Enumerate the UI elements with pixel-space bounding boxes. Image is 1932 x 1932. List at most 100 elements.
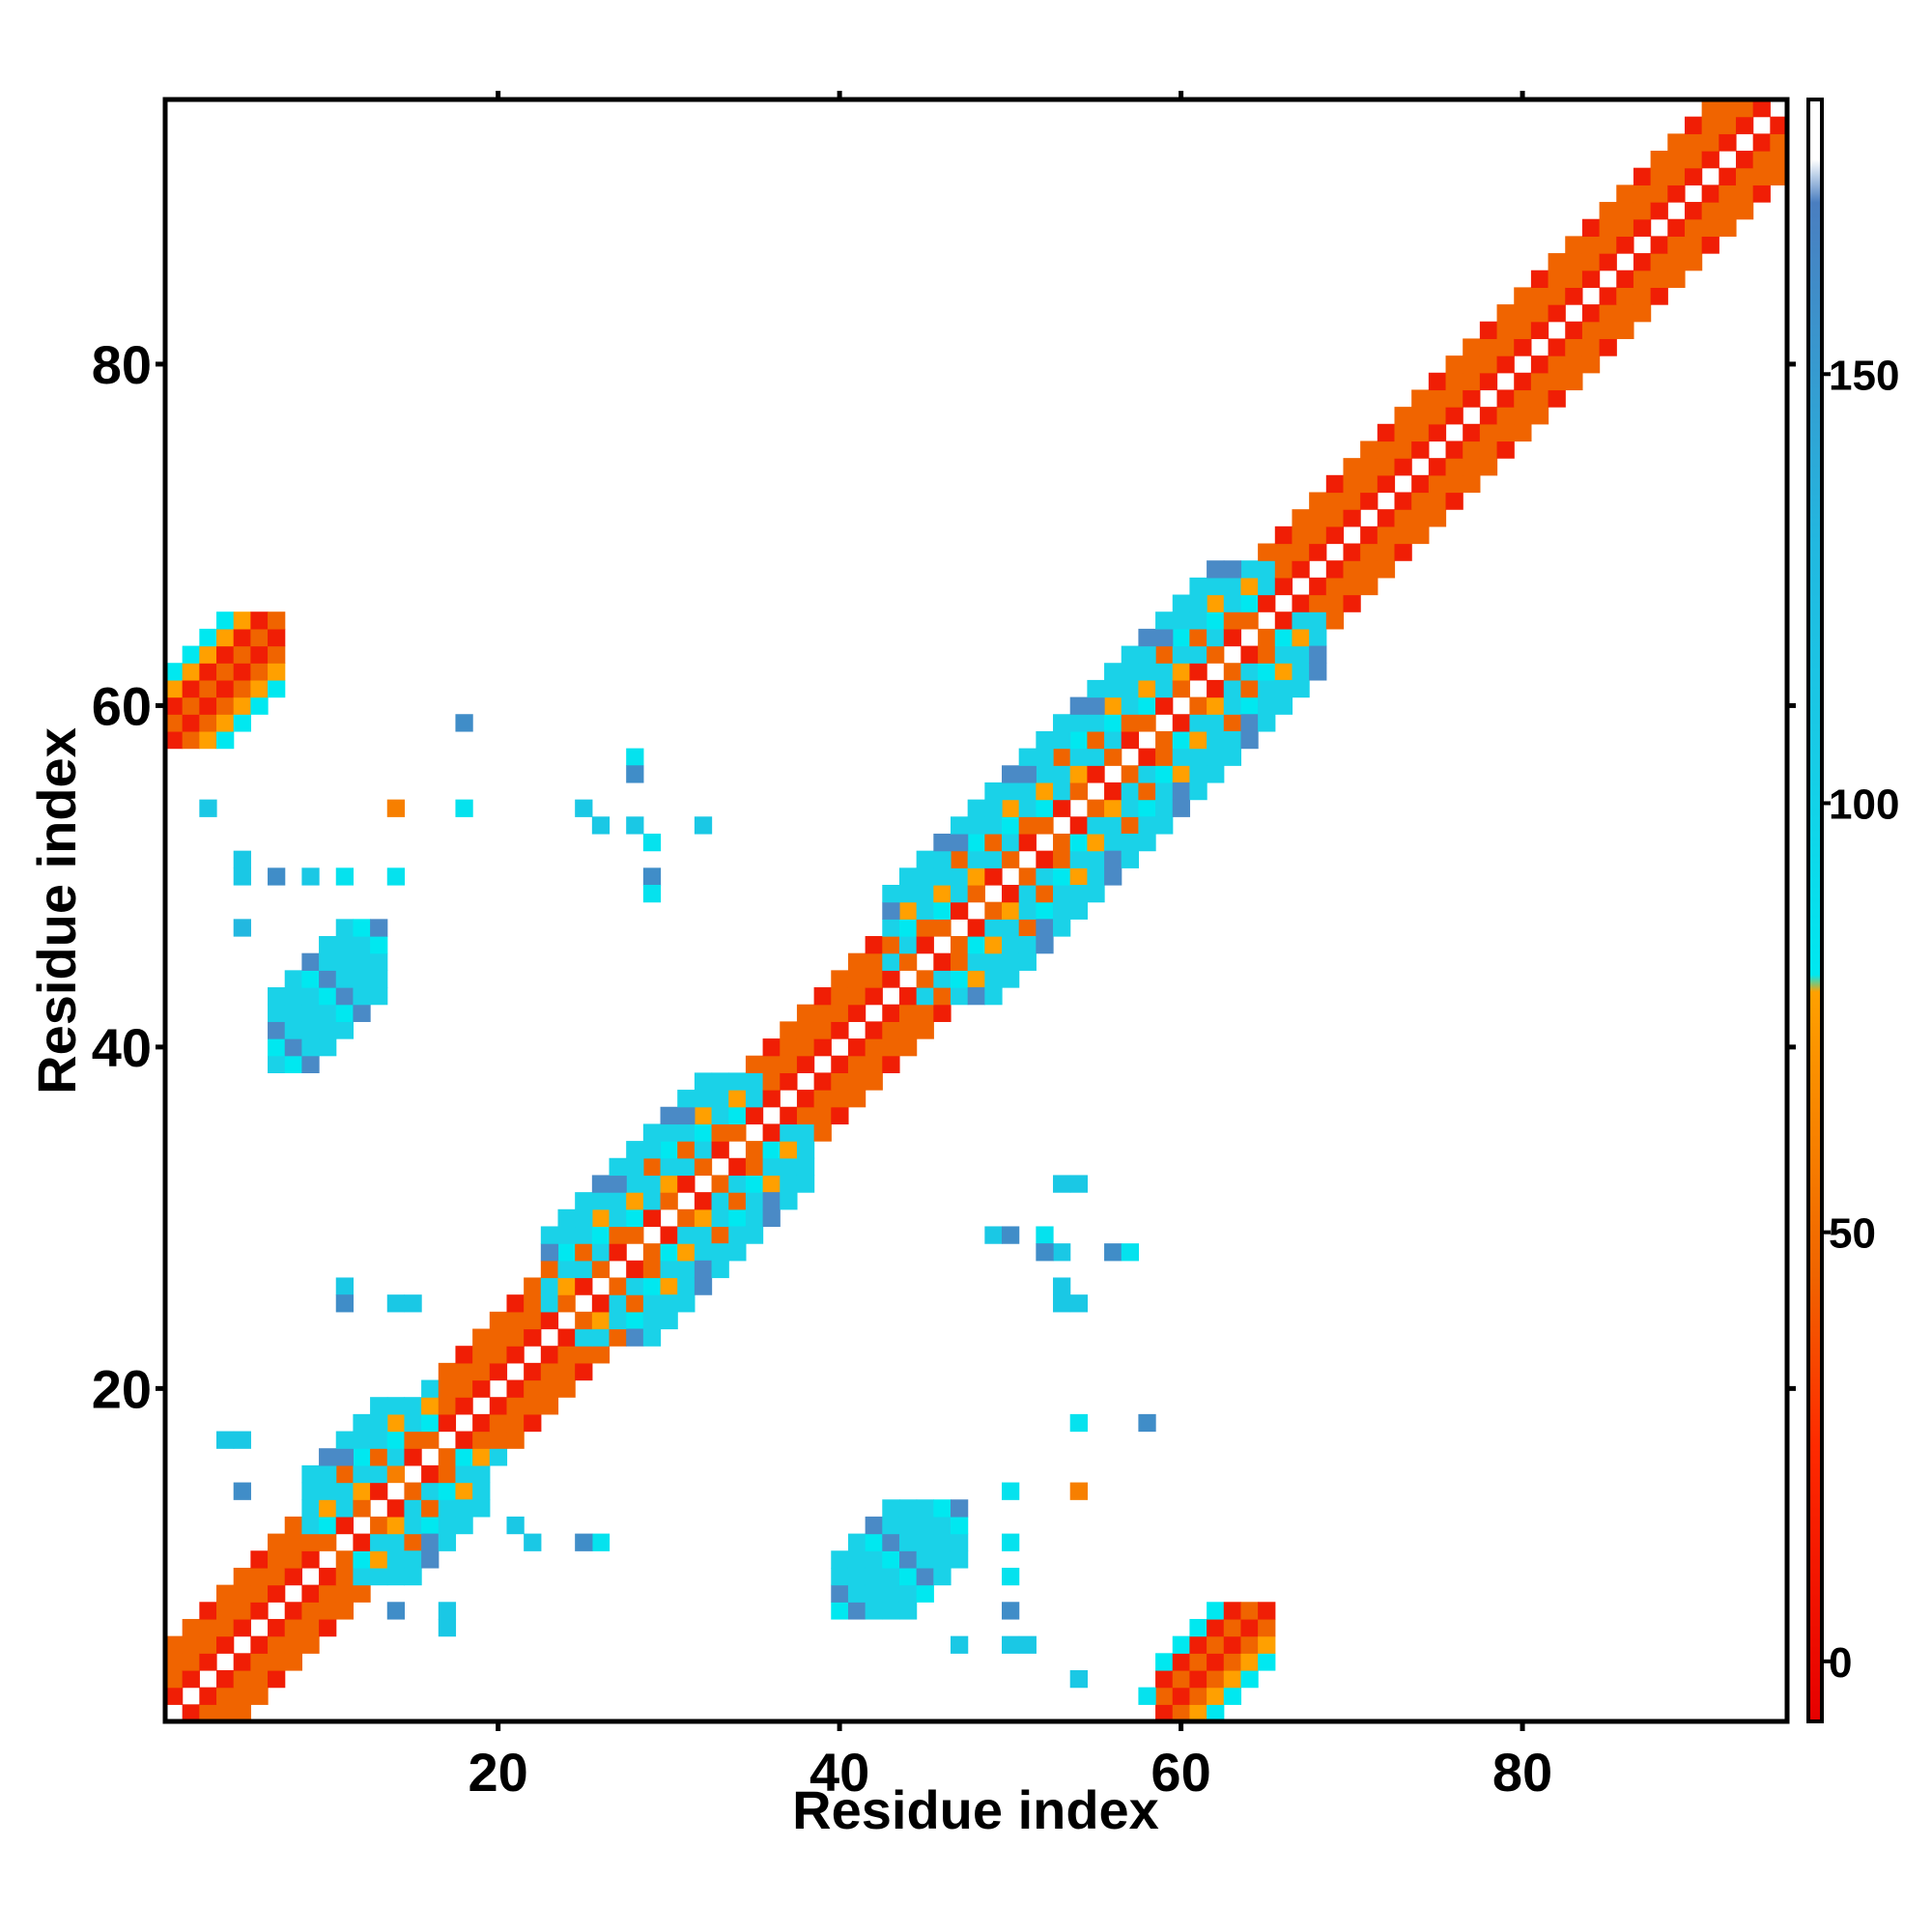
heatmap-cell [1223, 696, 1242, 715]
heatmap-cell [1530, 304, 1549, 323]
heatmap-cell [319, 1038, 337, 1057]
heatmap-cell [1258, 1653, 1276, 1671]
heatmap-cell [1701, 99, 1719, 118]
heatmap-cell [1616, 236, 1634, 254]
heatmap-cell [1036, 799, 1054, 817]
heatmap-cell [1599, 287, 1617, 305]
heatmap-cell [1343, 474, 1361, 494]
heatmap-cell [745, 1208, 764, 1228]
heatmap-cell [916, 987, 934, 1006]
heatmap-cell [1650, 202, 1668, 220]
heatmap-cell [1479, 372, 1498, 391]
x-axis-label: Residue index [792, 1779, 1159, 1840]
heatmap-cell [660, 1141, 678, 1159]
heatmap-cell [831, 1602, 849, 1620]
heatmap-cell [1599, 218, 1617, 237]
heatmap-cell [1240, 1618, 1259, 1637]
heatmap-cell [335, 919, 355, 937]
heatmap-cell [319, 1567, 337, 1586]
heatmap-cell [268, 679, 286, 698]
heatmap-cell [1360, 474, 1378, 494]
heatmap-cell [1530, 407, 1549, 425]
heatmap-cell [404, 1516, 422, 1535]
heatmap-cell [1565, 270, 1583, 289]
heatmap-cell [1087, 867, 1105, 886]
heatmap-cell [1274, 645, 1293, 664]
heatmap-cell [524, 1362, 542, 1381]
heatmap-cell [1735, 167, 1754, 185]
heatmap-cell [882, 1004, 900, 1022]
heatmap-cell [1343, 458, 1361, 476]
heatmap-cell [796, 1175, 815, 1193]
heatmap-cell [660, 1106, 678, 1125]
heatmap-cell [1053, 781, 1071, 801]
heatmap-cell [301, 1618, 320, 1637]
heatmap-cell [1735, 185, 1754, 203]
heatmap-cell [1002, 833, 1020, 852]
heatmap-cell [233, 1669, 251, 1689]
heatmap-cell [831, 970, 849, 988]
heatmap-cell [421, 1464, 440, 1484]
heatmap-cell [353, 1533, 371, 1551]
heatmap-cell [882, 1567, 900, 1586]
heatmap-cell [694, 1141, 713, 1159]
heatmap-cell [642, 884, 662, 903]
heatmap-cell [233, 679, 251, 698]
heatmap-cell [933, 884, 952, 903]
heatmap-cell [404, 1294, 422, 1313]
heatmap-cell [967, 970, 985, 988]
heatmap-cell [182, 1653, 200, 1671]
heatmap-cell [438, 1464, 457, 1484]
heatmap-cell [1394, 509, 1412, 527]
heatmap-cell [1087, 765, 1105, 783]
heatmap-cell [1155, 696, 1174, 715]
heatmap-cell [216, 1618, 235, 1637]
heatmap-cell [1309, 492, 1327, 510]
heatmap-cell [250, 1653, 269, 1671]
heatmap-cell [677, 1175, 696, 1193]
heatmap-cell [1087, 679, 1105, 698]
heatmap-cell [216, 714, 235, 732]
heatmap-cell [268, 1567, 286, 1586]
x-tick-label: 80 [1492, 1742, 1552, 1803]
heatmap-cell [796, 1055, 815, 1073]
heatmap-cell [1514, 304, 1532, 323]
heatmap-cell [1650, 236, 1668, 254]
heatmap-cell [1155, 781, 1174, 801]
heatmap-cell [165, 714, 184, 732]
heatmap-cell [865, 1533, 883, 1551]
heatmap-cell [1138, 679, 1156, 698]
heatmap-cell [796, 1021, 815, 1039]
heatmap-cell [591, 816, 611, 835]
heatmap-cell [626, 1208, 644, 1228]
heatmap-cell [506, 1516, 525, 1535]
heatmap-cell [216, 1704, 235, 1722]
heatmap-cell [660, 1226, 678, 1244]
heatmap-cell [165, 679, 184, 698]
heatmap-cell [268, 1038, 286, 1057]
heatmap-cell [1343, 509, 1361, 527]
heatmap-cell [1069, 765, 1088, 783]
heatmap-cell [250, 1550, 269, 1569]
heatmap-cell [1274, 628, 1293, 647]
heatmap-cell [609, 1208, 627, 1228]
heatmap-cell [847, 1004, 867, 1022]
heatmap-cell [1684, 218, 1703, 237]
heatmap-cell [1292, 543, 1310, 561]
heatmap-cell [1018, 1635, 1037, 1654]
heatmap-cell [216, 1584, 235, 1603]
heatmap-cell [1172, 1635, 1191, 1654]
heatmap-cell [711, 1243, 729, 1262]
heatmap-cell [1104, 833, 1122, 852]
heatmap-cell [1104, 679, 1122, 698]
heatmap-cell [1223, 1687, 1242, 1705]
heatmap-cell [1138, 696, 1156, 715]
heatmap-cell [404, 1533, 422, 1551]
heatmap-cell [780, 1192, 798, 1210]
heatmap-cell [1121, 1243, 1139, 1262]
heatmap-cell [1223, 594, 1242, 612]
heatmap-cell [335, 1567, 355, 1586]
heatmap-cell [1343, 560, 1361, 579]
heatmap-cell [284, 1602, 302, 1620]
heatmap-cell [1428, 458, 1447, 476]
